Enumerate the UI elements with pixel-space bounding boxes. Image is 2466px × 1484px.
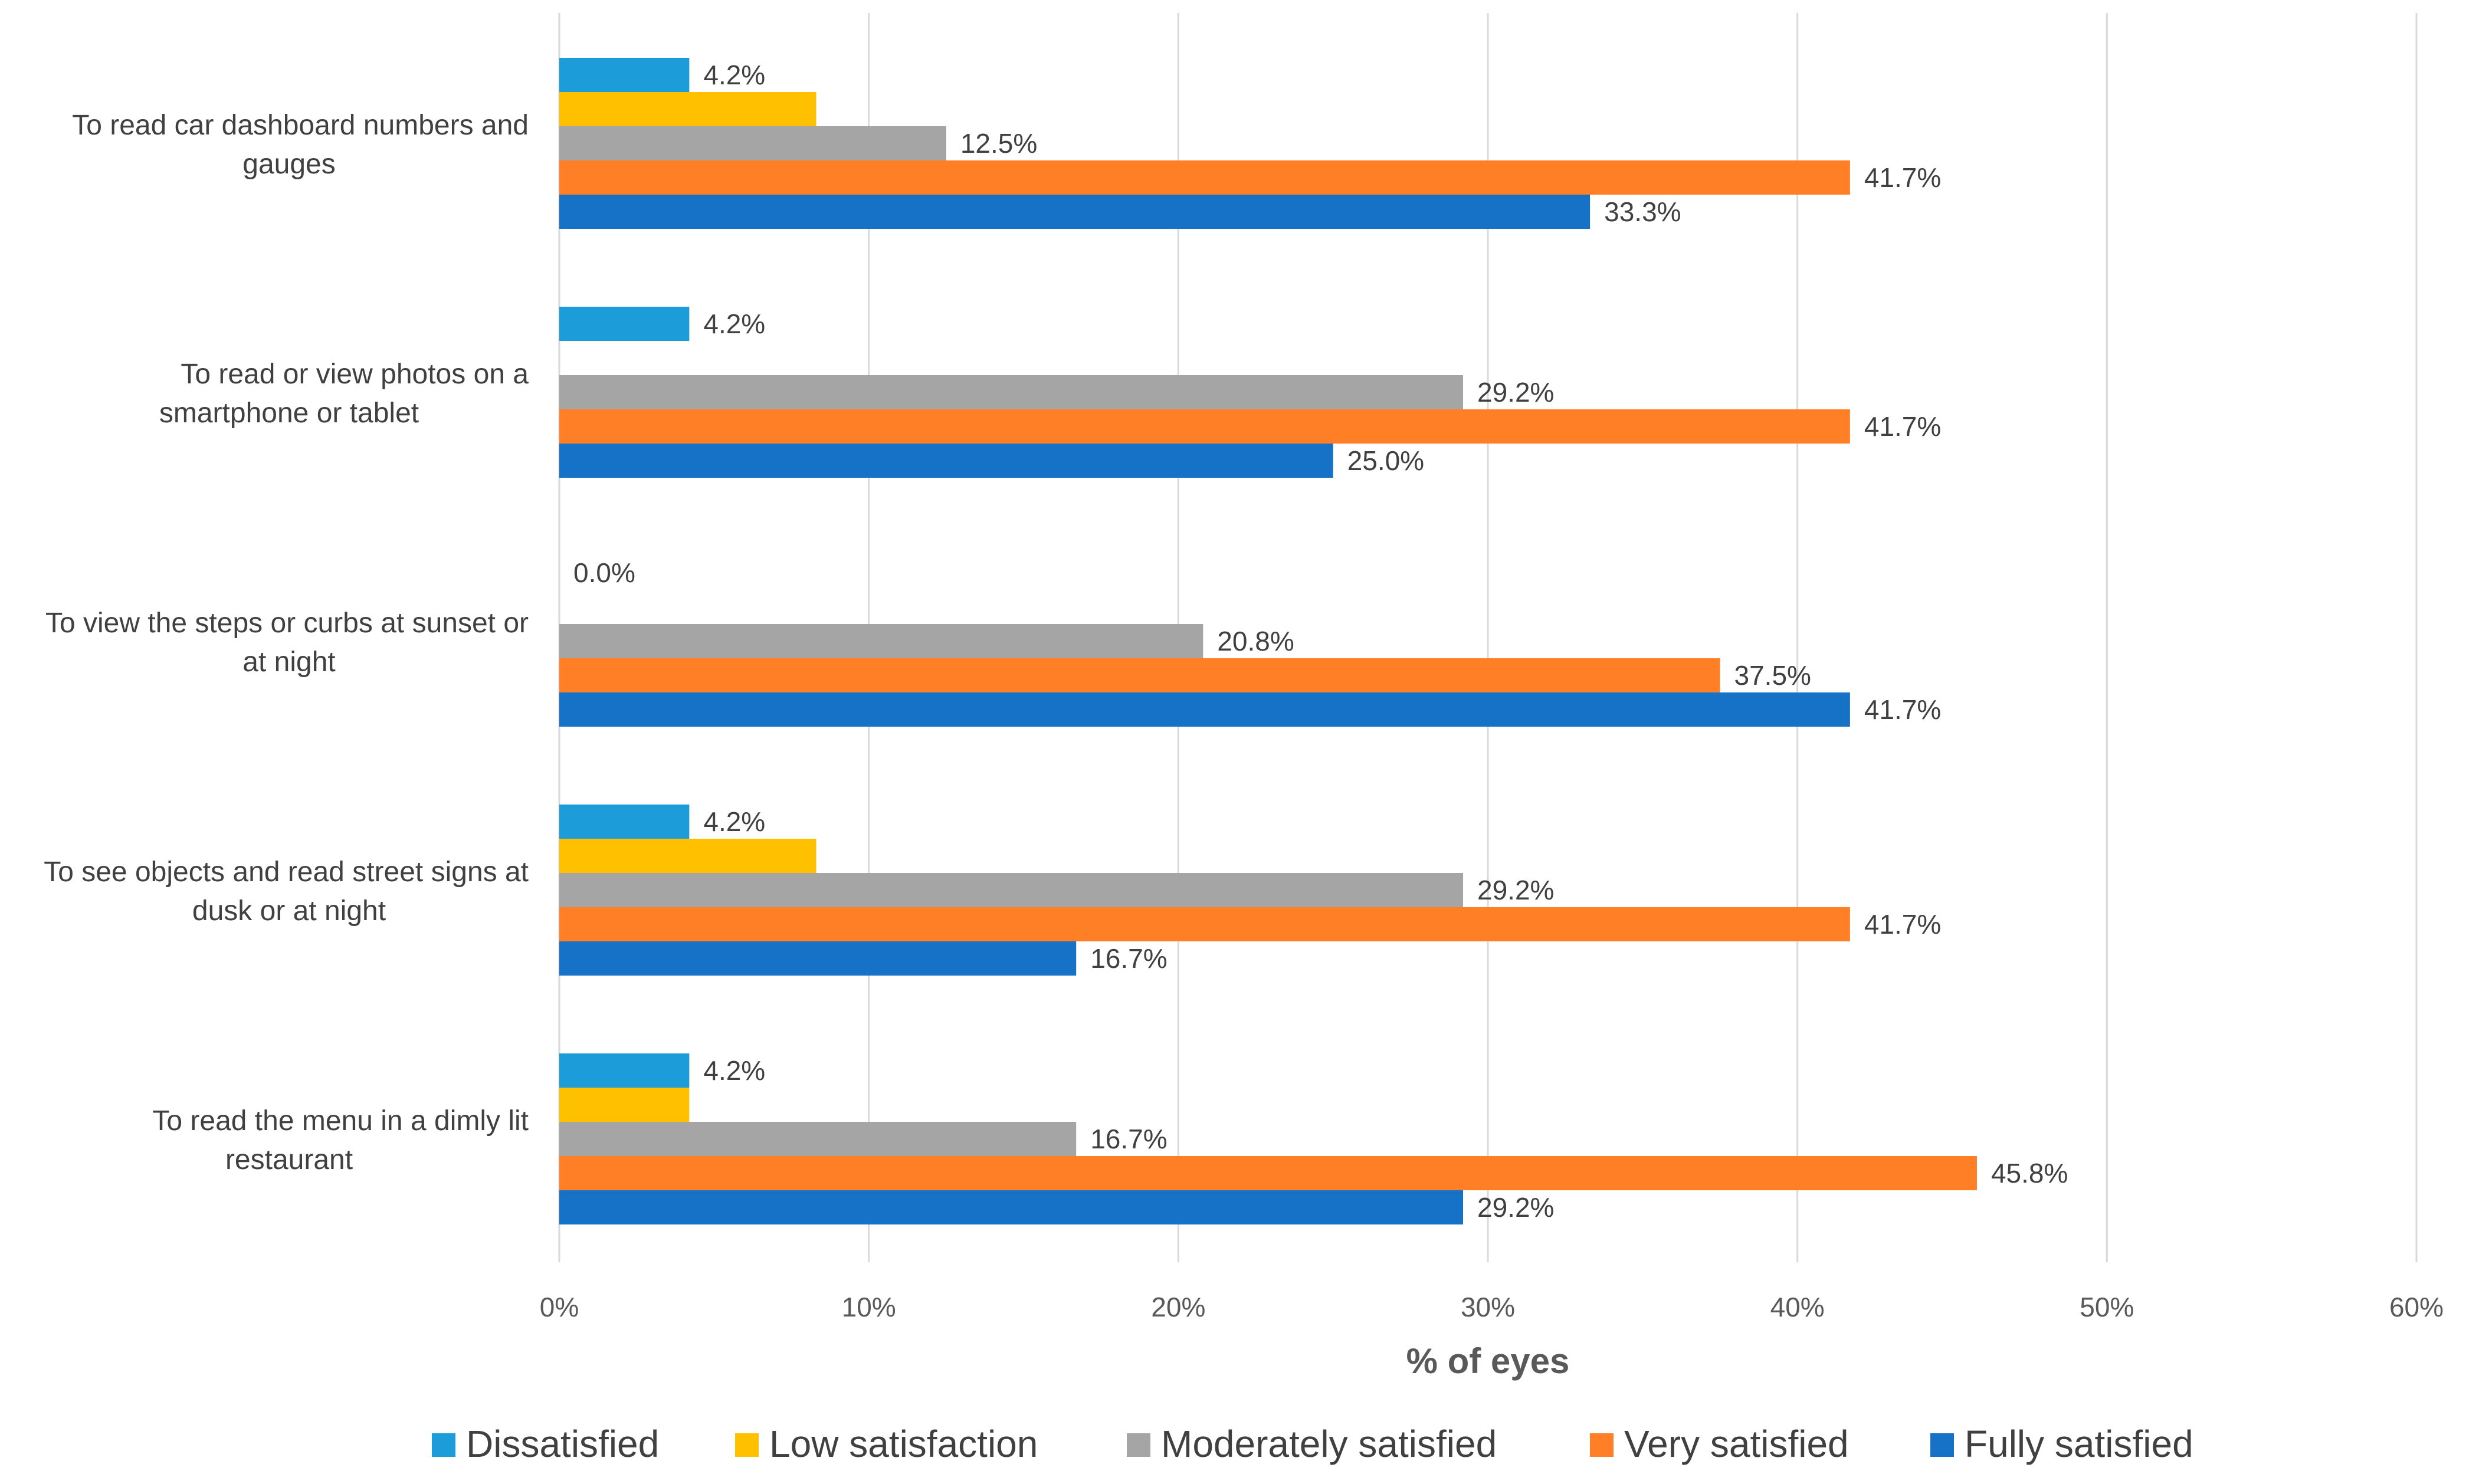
legend-label: Low satisfaction [769,1423,1038,1465]
bar-fully-satisfied [559,1190,1464,1224]
data-label: 45.8% [1991,1158,2068,1188]
bar-very-satisfied [559,160,1850,195]
bar-fully-satisfied [559,195,1591,229]
bar-very-satisfied [559,907,1850,941]
data-label: 12.5% [960,128,1037,159]
data-label: 29.2% [1477,1192,1554,1223]
legend-swatch-low-satisfaction [735,1433,759,1457]
data-label: 0.0% [573,557,635,588]
bar-moderately-satisfied [559,375,1464,409]
legend-swatch-very-satisfied [1590,1433,1614,1457]
category-label: To read car dashboard numbers and gauges [72,110,529,180]
data-labels: 4.2% 12.5% 41.7% 33.3% 4.2% 29.2% 41.7% 25.0% 0.… [573,60,2068,1223]
category-labels: To read car dashboard numbers and gauges T… [44,110,529,1176]
bar-moderately-satisfied [559,624,1204,658]
bar-fully-satisfied [559,444,1333,478]
legend-label: Fully satisfied [1965,1423,2193,1465]
bar-low-satisfaction [559,839,816,873]
x-tick-label: 20% [1151,1292,1205,1322]
legend-label: Dissatisfied [466,1423,659,1465]
bar-moderately-satisfied [559,873,1464,907]
category-label: To view the steps or curbs at sunset or a… [45,608,529,678]
bar-very-satisfied [559,409,1850,444]
bar-dissatisfied [559,805,690,839]
data-label: 4.2% [703,1055,765,1086]
category-label: To read the menu in a dimly lit restauran… [152,1105,529,1176]
bar-fully-satisfied [559,941,1077,976]
data-label: 16.7% [1090,1124,1167,1154]
data-label: 37.5% [1734,660,1811,691]
legend-swatch-moderately-satisfied [1127,1433,1150,1457]
category-label: To see objects and read street signs at d… [44,856,529,927]
bar-fully-satisfied [559,692,1850,727]
legend-label: Very satisfied [1624,1423,1849,1465]
x-tick-label: 0% [540,1292,579,1322]
legend-swatch-fully-satisfied [1930,1433,1954,1457]
data-label: 41.7% [1864,411,1941,442]
data-label: 20.8% [1217,626,1294,656]
x-tick-label: 30% [1461,1292,1515,1322]
legend: Dissatisfied Low satisfaction Moderately s… [432,1423,2193,1465]
bars [559,58,1977,1224]
data-label: 4.2% [703,308,765,339]
x-tick-label: 40% [1770,1292,1825,1322]
x-tick-label: 50% [2080,1292,2134,1322]
data-label: 25.0% [1347,445,1424,476]
data-label: 4.2% [703,60,765,90]
data-label: 4.2% [703,806,765,837]
bar-moderately-satisfied [559,126,946,160]
x-axis-title: % of eyes [1406,1341,1570,1381]
category-label: To read or view photos on a smartphone or… [159,359,529,429]
bar-very-satisfied [559,658,1720,692]
bar-very-satisfied [559,1156,1977,1190]
x-tick-label: 60% [2389,1292,2444,1322]
data-label: 41.7% [1864,162,1941,193]
data-label: 41.7% [1864,909,1941,940]
data-label: 33.3% [1604,196,1681,227]
data-label: 16.7% [1090,943,1167,974]
data-label: 29.2% [1477,377,1554,408]
bar-dissatisfied [559,1053,690,1088]
x-tick-label: 10% [842,1292,896,1322]
x-tick-labels: 0% 10% 20% 30% 40% 50% 60% [540,1292,2444,1322]
bar-moderately-satisfied [559,1122,1077,1156]
legend-label: Moderately satisfied [1161,1423,1497,1465]
bar-dissatisfied [559,307,690,341]
bar-low-satisfaction [559,92,816,126]
data-label: 41.7% [1864,694,1941,725]
bar-dissatisfied [559,58,690,92]
bar-low-satisfaction [559,1088,690,1122]
legend-swatch-dissatisfied [432,1433,455,1457]
data-label: 29.2% [1477,875,1554,905]
